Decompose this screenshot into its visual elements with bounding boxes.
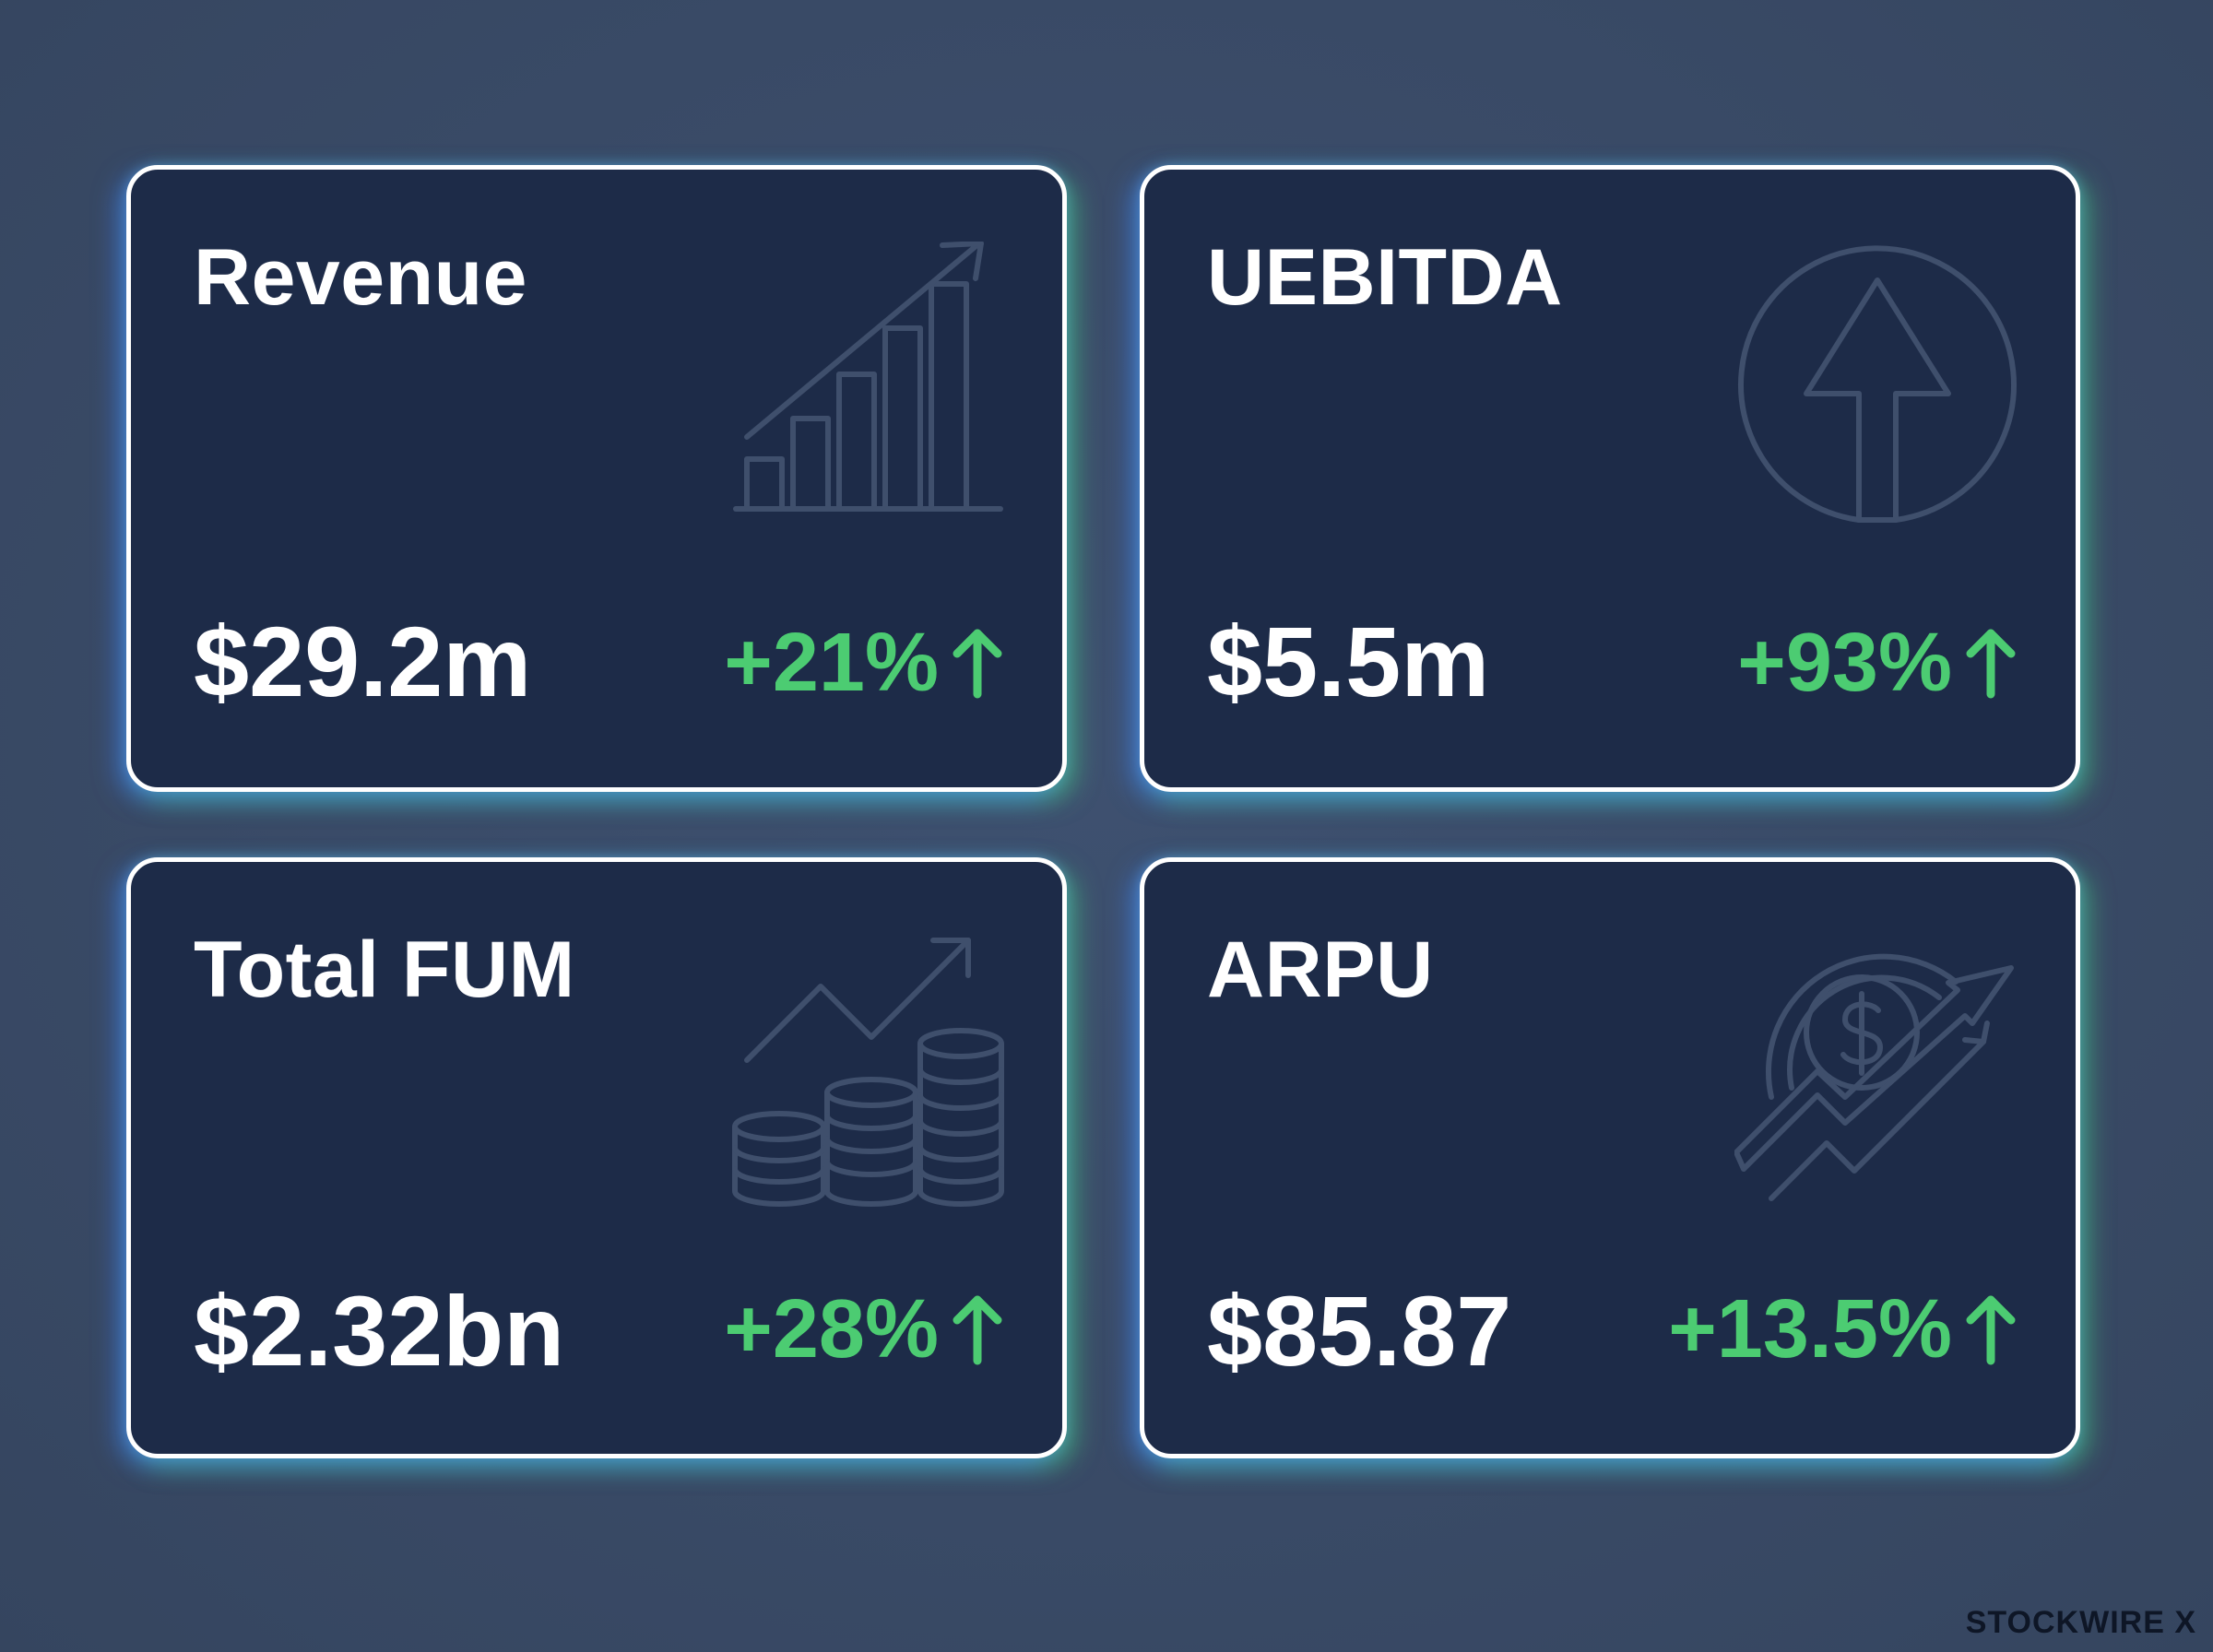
metric-card-arpu: ARPU $85.87 +13.5%	[1140, 857, 2080, 1458]
circle-arrow-up-icon	[1738, 245, 2017, 523]
brand-watermark: STOCKWIRE X	[1965, 1605, 2196, 1640]
arrow-up-icon	[1966, 1295, 2016, 1365]
metric-value: $29.2m	[194, 606, 532, 717]
metric-title: Revenue	[194, 233, 527, 322]
arrow-up-icon	[953, 629, 1002, 699]
metric-change-text: +13.5%	[1668, 1283, 1952, 1375]
metric-value: $2.32bn	[194, 1275, 565, 1386]
metric-card-uebitda: UEBITDA $5.5m +93%	[1140, 165, 2080, 792]
metric-change: +28%	[724, 1288, 1003, 1371]
metric-title: UEBITDA	[1207, 233, 1563, 322]
metric-change: +21%	[724, 621, 1003, 704]
metric-card-revenue: Revenue $29.2m +21%	[126, 165, 1067, 792]
coin-stacks-growth-icon	[732, 938, 1004, 1207]
metric-change: +93%	[1737, 621, 2017, 704]
metric-change-text: +21%	[724, 617, 939, 709]
metric-value: $5.5m	[1207, 606, 1490, 717]
metric-change: +13.5%	[1668, 1288, 2017, 1371]
bar-chart-growth-icon	[733, 242, 1003, 512]
metric-value: $85.87	[1207, 1275, 1512, 1386]
metric-card-total-fum: Total FUM $2.32bn +28%	[126, 857, 1067, 1458]
metric-title: ARPU	[1207, 926, 1434, 1014]
arrow-up-icon	[953, 1295, 1002, 1365]
arrow-up-icon	[1966, 629, 2016, 699]
metric-title: Total FUM	[194, 926, 575, 1014]
metric-change-text: +93%	[1737, 617, 1952, 709]
dollar-coin-trend-icon	[1734, 953, 2014, 1201]
metric-change-text: +28%	[724, 1283, 939, 1375]
